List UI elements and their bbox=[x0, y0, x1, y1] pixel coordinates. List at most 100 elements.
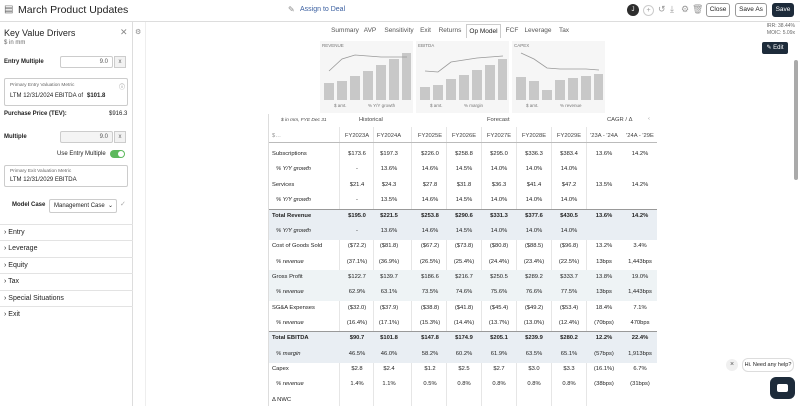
tab-fcf[interactable]: FCF bbox=[505, 27, 519, 34]
chat-greeting[interactable]: Hi. Need any help? bbox=[742, 358, 794, 372]
tab-returns[interactable]: Returns bbox=[438, 27, 462, 34]
table-cell[interactable]: 0.8% bbox=[562, 381, 576, 387]
table-cell[interactable]: ($96.8) bbox=[559, 243, 579, 249]
table-cell[interactable]: $258.8 bbox=[455, 151, 473, 157]
table-cell[interactable]: 1.4% bbox=[350, 381, 364, 387]
close-icon[interactable]: ✕ bbox=[120, 27, 128, 37]
table-cell[interactable]: 13.5% bbox=[380, 197, 398, 203]
table-cell[interactable]: $2.7 bbox=[493, 366, 505, 372]
table-cell[interactable]: ($88.5) bbox=[524, 243, 544, 249]
table-cell[interactable]: $101.8 bbox=[380, 335, 398, 341]
table-cell[interactable]: (25.4%) bbox=[453, 259, 475, 265]
table-cell[interactable]: $3.0 bbox=[528, 366, 540, 372]
table-cell[interactable]: ($37.9) bbox=[379, 305, 399, 311]
table-cell[interactable]: (14.4%) bbox=[453, 320, 475, 326]
model-case-select[interactable]: Management Case ⌄ bbox=[49, 199, 117, 213]
table-cell[interactable]: $377.6 bbox=[525, 213, 543, 219]
table-cell[interactable]: 14.0% bbox=[560, 166, 578, 172]
table-cell[interactable]: ($45.4) bbox=[489, 305, 509, 311]
table-cell[interactable]: (17.1%) bbox=[378, 320, 400, 326]
table-cell[interactable]: $36.3 bbox=[491, 182, 507, 188]
tab-avp[interactable]: AVP bbox=[363, 27, 377, 34]
table-cell[interactable]: (16.4%) bbox=[346, 320, 368, 326]
table-cell[interactable]: 14.2% bbox=[631, 151, 649, 157]
table-cell[interactable]: $197.3 bbox=[380, 151, 398, 157]
table-cell[interactable]: - bbox=[356, 228, 358, 234]
table-cell[interactable]: 13.6% bbox=[595, 213, 613, 219]
table-cell[interactable]: 14.5% bbox=[455, 166, 473, 172]
table-cell[interactable]: (26.5%) bbox=[419, 259, 441, 265]
table-cell[interactable]: $195.0 bbox=[348, 213, 366, 219]
table-cell[interactable]: $226.0 bbox=[421, 151, 439, 157]
table-cell[interactable]: 6.7% bbox=[633, 366, 647, 372]
chat-launcher-button[interactable] bbox=[770, 377, 795, 399]
table-cell[interactable]: 1,913bps bbox=[628, 351, 652, 357]
table-cell[interactable]: $253.8 bbox=[421, 213, 439, 219]
tab-exit[interactable]: Exit bbox=[420, 27, 431, 34]
table-cell[interactable]: 13.6% bbox=[380, 228, 398, 234]
table-cell[interactable]: 3.4% bbox=[633, 243, 647, 249]
table-cell[interactable]: ($80.8) bbox=[489, 243, 509, 249]
section-exit[interactable]: › Exit bbox=[0, 306, 133, 322]
table-cell[interactable]: $41.4 bbox=[526, 182, 542, 188]
tab-op-model[interactable]: Op Model bbox=[466, 24, 501, 38]
table-cell[interactable]: 12.2% bbox=[595, 335, 613, 341]
table-cell[interactable]: $2.4 bbox=[383, 366, 395, 372]
table-cell[interactable]: $221.5 bbox=[380, 213, 398, 219]
table-cell[interactable]: 14.5% bbox=[455, 228, 473, 234]
table-cell[interactable]: $47.2 bbox=[561, 182, 577, 188]
table-cell[interactable]: $122.7 bbox=[348, 274, 366, 280]
table-cell[interactable]: 13bps bbox=[596, 289, 612, 295]
table-cell[interactable]: 77.5% bbox=[560, 289, 578, 295]
table-cell[interactable]: $239.9 bbox=[525, 335, 543, 341]
table-cell[interactable]: (70bps) bbox=[594, 320, 614, 326]
table-cell[interactable]: (15.3%) bbox=[419, 320, 441, 326]
table-cell[interactable]: 0.5% bbox=[423, 381, 437, 387]
table-cell[interactable]: 1.1% bbox=[382, 381, 396, 387]
table-cell[interactable]: 46.0% bbox=[380, 351, 398, 357]
table-cell[interactable]: 13.2% bbox=[595, 243, 613, 249]
close-button[interactable]: Close bbox=[706, 3, 730, 17]
table-cell[interactable]: 14.2% bbox=[631, 213, 649, 219]
save-button[interactable]: Save bbox=[772, 3, 794, 17]
table-cell[interactable]: 1,443bps bbox=[628, 289, 652, 295]
table-cell[interactable]: $3.3 bbox=[563, 366, 575, 372]
table-cell[interactable]: ($73.8) bbox=[454, 243, 474, 249]
table-cell[interactable]: (13.0%) bbox=[523, 320, 545, 326]
table-cell[interactable]: 13.6% bbox=[595, 151, 613, 157]
table-cell[interactable]: 0.8% bbox=[527, 381, 541, 387]
table-cell[interactable]: (38bps) bbox=[594, 381, 614, 387]
table-cell[interactable]: 73.5% bbox=[421, 289, 439, 295]
table-cell[interactable]: (57bps) bbox=[594, 351, 614, 357]
table-cell[interactable]: 13bps bbox=[596, 259, 612, 265]
table-cell[interactable]: 22.4% bbox=[631, 335, 649, 341]
table-cell[interactable]: - bbox=[356, 197, 358, 203]
table-cell[interactable]: $139.7 bbox=[380, 274, 398, 280]
table-cell[interactable]: 0.8% bbox=[457, 381, 471, 387]
table-cell[interactable]: $147.8 bbox=[421, 335, 439, 341]
table-cell[interactable]: $280.2 bbox=[560, 335, 578, 341]
table-cell[interactable]: $31.8 bbox=[456, 182, 472, 188]
trash-icon[interactable]: 🗑 bbox=[692, 4, 704, 14]
section-tax[interactable]: › Tax bbox=[0, 273, 133, 289]
table-cell[interactable]: $27.8 bbox=[422, 182, 438, 188]
table-cell[interactable]: $205.1 bbox=[490, 335, 508, 341]
table-cell[interactable]: $1.2 bbox=[424, 366, 436, 372]
table-cell[interactable]: ($49.2) bbox=[524, 305, 544, 311]
table-cell[interactable]: - bbox=[356, 166, 358, 172]
avatar[interactable]: J bbox=[627, 4, 639, 16]
table-cell[interactable]: 19.0% bbox=[631, 274, 649, 280]
table-cell[interactable]: $295.0 bbox=[490, 151, 508, 157]
table-cell[interactable]: 1,443bps bbox=[628, 259, 652, 265]
table-cell[interactable]: (37.1%) bbox=[346, 259, 368, 265]
table-cell[interactable]: (31bps) bbox=[630, 381, 650, 387]
table-cell[interactable]: (24.4%) bbox=[488, 259, 510, 265]
chat-close-button[interactable]: × bbox=[726, 359, 738, 371]
table-cell[interactable]: (16.1%) bbox=[593, 366, 615, 372]
table-cell[interactable]: $174.9 bbox=[455, 335, 473, 341]
tab-leverage[interactable]: Leverage bbox=[524, 27, 552, 34]
table-cell[interactable]: 63.5% bbox=[525, 351, 543, 357]
add-user-icon[interactable]: + bbox=[643, 5, 654, 16]
section-special-situations[interactable]: › Special Situations bbox=[0, 290, 133, 306]
table-cell[interactable]: (22.5%) bbox=[558, 259, 580, 265]
